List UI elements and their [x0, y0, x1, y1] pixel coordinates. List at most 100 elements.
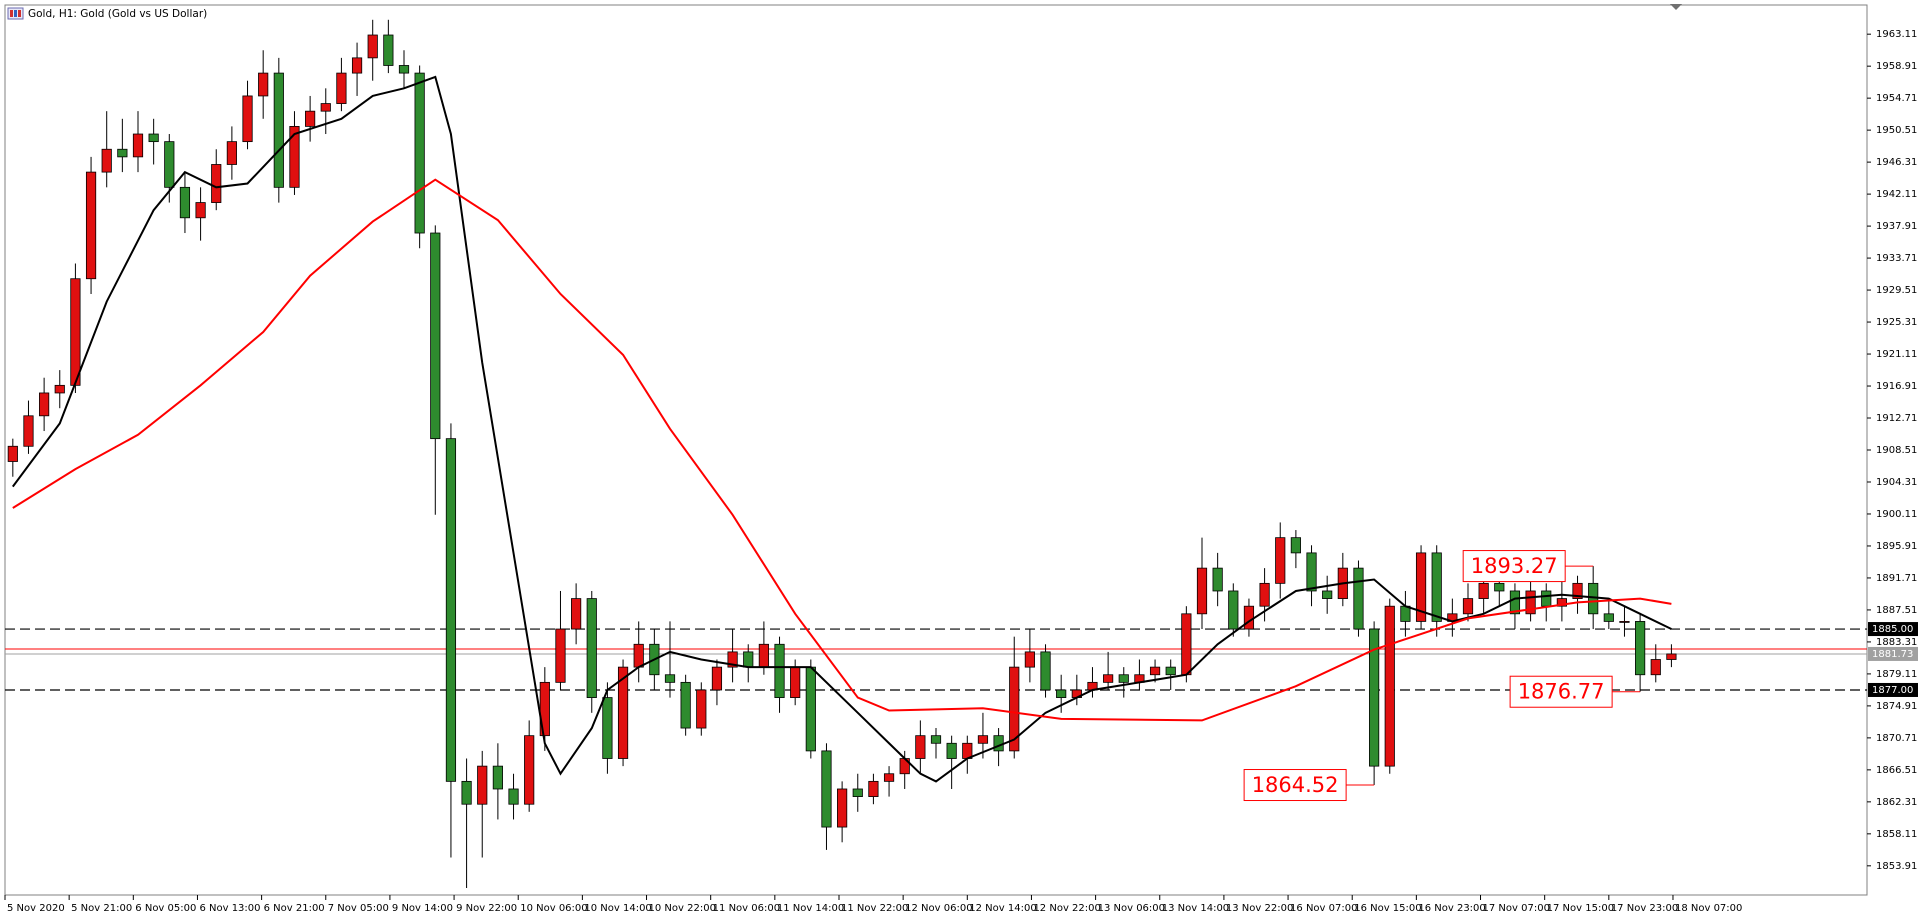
candle-body — [1494, 582, 1505, 592]
candle-body — [1243, 605, 1255, 630]
y-tick-label: 1870.71 — [1876, 733, 1917, 744]
x-tick-label: 10 Nov 14:00 — [584, 903, 651, 914]
candle-body — [1650, 659, 1661, 676]
candle-body — [117, 148, 128, 158]
y-tick-label: 1916.91 — [1876, 381, 1917, 392]
candle-body — [915, 735, 926, 759]
candle-body — [1431, 552, 1442, 622]
candle-body — [54, 384, 65, 394]
candle-body — [758, 643, 769, 668]
candle-body — [305, 110, 316, 127]
x-tick-label: 5 Nov 21:00 — [71, 903, 132, 914]
scroll-marker — [1670, 4, 1682, 10]
candle-body — [930, 735, 942, 744]
candle-body — [23, 415, 34, 447]
y-tick-label: 1891.71 — [1876, 573, 1917, 584]
candle-body — [273, 72, 284, 188]
candle-body — [1149, 666, 1161, 676]
price-level-tag-label: 1881.73 — [1872, 649, 1913, 660]
y-tick-label: 1874.91 — [1876, 701, 1917, 712]
y-tick-label: 1958.91 — [1876, 61, 1917, 72]
y-tick-label: 1929.51 — [1876, 285, 1917, 296]
y-tick-label: 1866.51 — [1876, 765, 1917, 776]
price-level-tag-label: 1877.00 — [1872, 685, 1913, 696]
candle-body — [1666, 653, 1677, 660]
candle-body — [1478, 582, 1489, 599]
candle-body — [696, 689, 707, 729]
x-tick-label: 13 Nov 22:00 — [1226, 903, 1293, 914]
annotation-box — [1462, 550, 1566, 583]
y-tick-label: 1933.71 — [1876, 253, 1917, 264]
candle-body — [946, 742, 957, 759]
price-level-tag — [1868, 622, 1918, 637]
y-tick-label: 1895.91 — [1876, 541, 1917, 552]
icon-bar — [10, 10, 13, 17]
candle-body — [727, 651, 738, 668]
candle-body — [336, 72, 347, 104]
candle-body — [1322, 590, 1333, 599]
candle-body — [1400, 605, 1411, 622]
x-tick-label: 10 Nov 06:00 — [520, 903, 587, 914]
x-tick-label: 9 Nov 14:00 — [392, 903, 453, 914]
candle-body — [1228, 590, 1239, 630]
candle-body — [148, 133, 159, 143]
candle-body — [977, 735, 989, 744]
x-tick-label: 11 Nov 22:00 — [841, 903, 908, 914]
candle-body — [414, 72, 425, 234]
annotation-box — [1243, 769, 1347, 802]
candle-body — [1603, 613, 1614, 622]
y-tick-label: 1937.91 — [1876, 221, 1917, 232]
annotation-label: 1893.27 — [1471, 554, 1558, 578]
candle-body — [70, 278, 81, 386]
icon-bar — [18, 10, 21, 17]
candle-body — [743, 651, 754, 668]
x-tick-label: 11 Nov 14:00 — [777, 903, 844, 914]
y-tick-label: 1862.31 — [1876, 797, 1917, 808]
x-tick-label: 7 Nov 05:00 — [328, 903, 389, 914]
x-tick-label: 6 Nov 21:00 — [264, 903, 325, 914]
candle-body — [774, 643, 785, 698]
y-tick-label: 1963.11 — [1876, 29, 1917, 40]
candle-body — [1572, 582, 1583, 599]
candle-body — [1462, 598, 1474, 615]
y-tick-label: 1900.11 — [1876, 509, 1917, 520]
candle-body — [1009, 666, 1020, 752]
y-tick-label: 1883.31 — [1876, 637, 1917, 648]
candle-body — [179, 186, 191, 219]
candle-body — [633, 643, 644, 668]
candle-body — [1619, 621, 1630, 623]
candle-body — [101, 148, 112, 173]
candle-body — [821, 750, 832, 828]
candle-body — [680, 681, 691, 729]
candle-body — [805, 666, 816, 752]
x-tick-label: 9 Nov 22:00 — [456, 903, 517, 914]
icon-bar — [14, 10, 17, 17]
candle-body — [1212, 567, 1223, 592]
candle-body — [664, 674, 676, 683]
candle-body — [1275, 537, 1286, 584]
annotation-label: 1876.77 — [1518, 680, 1605, 704]
x-tick-label: 10 Nov 22:00 — [649, 903, 716, 914]
candle-body — [367, 34, 378, 59]
candle-body — [883, 773, 895, 782]
moving-average-line — [11, 75, 1672, 783]
candle-body — [7, 445, 18, 462]
candle-body — [289, 126, 300, 188]
candle-body — [524, 735, 535, 805]
candle-body — [398, 65, 410, 74]
candle-body — [1103, 674, 1114, 683]
candle-body — [226, 141, 237, 165]
candle-body — [1290, 537, 1301, 554]
candle-body — [868, 780, 879, 797]
y-tick-label: 1912.71 — [1876, 413, 1917, 424]
y-tick-label: 1879.11 — [1876, 669, 1917, 680]
candle-body — [492, 765, 503, 790]
y-tick-label: 1946.31 — [1876, 157, 1917, 168]
candle-body — [1040, 651, 1051, 691]
candle-body — [461, 780, 472, 805]
candle-body — [195, 202, 206, 219]
x-tick-label: 13 Nov 14:00 — [1162, 903, 1229, 914]
